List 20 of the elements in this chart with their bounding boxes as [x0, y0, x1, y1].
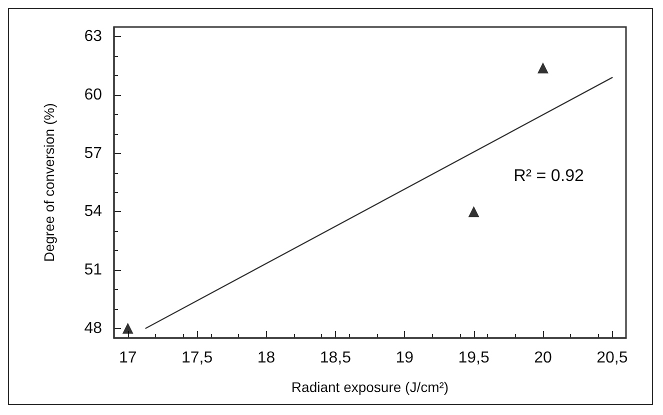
x-tick-label: 18: [257, 350, 276, 366]
y-tick-label: 60: [84, 86, 102, 104]
annotation: R² = 0.92: [514, 166, 584, 185]
y-tick-label: 51: [84, 261, 102, 278]
x-tick-label: 19: [396, 350, 414, 366]
x-tick-label: 20,5: [596, 350, 628, 366]
point: [468, 206, 480, 218]
x-tick-label: 18,5: [320, 350, 352, 366]
x-axis-title: Radiant exposure (J/cm²): [291, 379, 449, 395]
x-tick-label: 20: [534, 350, 552, 366]
y-tick-label: 48: [84, 320, 102, 337]
point: [537, 62, 548, 74]
y-axis-title: Degree of conversion (%): [41, 103, 57, 262]
x-tick-label: 17,5: [181, 350, 213, 366]
x-tick-label: 19,5: [458, 350, 490, 366]
point: [122, 322, 134, 334]
y-tick-label: 54: [84, 203, 102, 220]
x-tick-label: 17: [118, 350, 137, 366]
y-tick-label: 57: [84, 144, 102, 162]
y-tick-label: 63: [84, 28, 102, 46]
